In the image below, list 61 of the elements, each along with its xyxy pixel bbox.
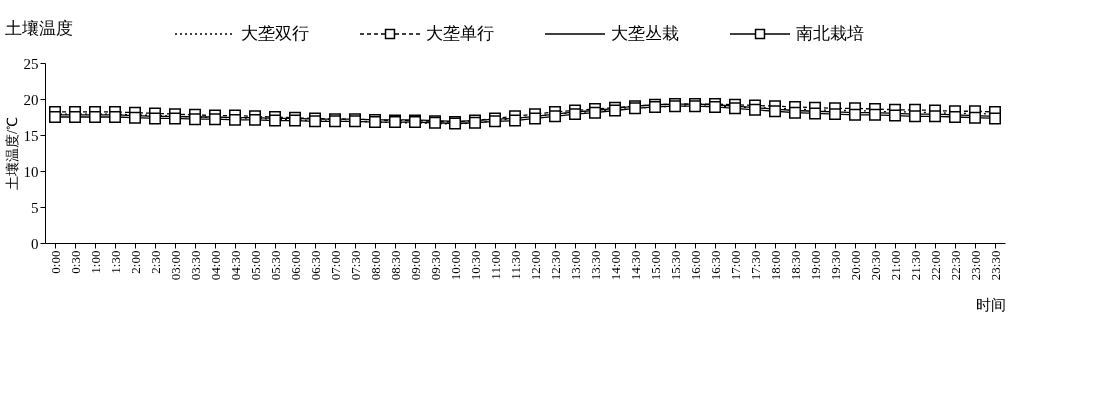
x-tick-label: 15:00 [647, 250, 663, 281]
x-tick-label: 05:00 [247, 250, 263, 281]
x-tick-label: 13:30 [587, 250, 603, 281]
x-tick-label: 17:00 [727, 250, 743, 281]
x-tick-label: 18:00 [767, 250, 783, 281]
x-tick-label: 06:00 [287, 250, 303, 281]
x-tick-label: 12:00 [527, 250, 543, 281]
x-tick-label: 06:30 [307, 250, 323, 281]
x-tick-label: 21:30 [907, 250, 923, 281]
x-tick-label: 10:30 [467, 250, 483, 281]
x-tick-label: 18:30 [787, 250, 803, 281]
x-tick-label: 05:30 [267, 250, 283, 281]
x-tick-label: 07:30 [347, 250, 363, 281]
x-tick-label: 03:00 [167, 250, 183, 281]
x-tick-label: 1:00 [87, 250, 103, 274]
x-tick-label: 22:30 [947, 250, 963, 281]
x-tick-label: 20:30 [867, 250, 883, 281]
x-tick-label: 17:30 [747, 250, 763, 281]
x-tick-label: 15:30 [667, 250, 683, 281]
y-tick-label: 15 [23, 127, 39, 144]
x-tick-label: 04:00 [207, 250, 223, 281]
x-tick-label: 13:00 [567, 250, 583, 281]
y-tick-label: 20 [23, 91, 39, 108]
x-tick-label: 2:00 [127, 250, 143, 274]
y-tick-label: 5 [31, 199, 39, 216]
x-tick-label: 2:30 [147, 250, 163, 274]
x-tick-label: 11:00 [487, 250, 503, 280]
x-tick-label: 21:00 [887, 250, 903, 281]
x-tick-label: 04:30 [227, 250, 243, 281]
y-tick-label: 0 [31, 235, 39, 252]
x-tick-label: 14:30 [627, 250, 643, 281]
x-tick-label: 10:00 [447, 250, 463, 281]
legend-label: 大垄丛栽 [611, 24, 679, 43]
x-tick-label: 14:00 [607, 250, 623, 281]
chart-title: 土壤温度 [5, 19, 73, 38]
x-tick-label: 16:00 [687, 250, 703, 281]
x-tick-label: 08:00 [367, 250, 383, 281]
x-tick-label: 09:00 [407, 250, 423, 281]
x-tick-label: 0:00 [47, 250, 63, 274]
legend-label: 南北栽培 [796, 24, 864, 43]
x-tick-label: 09:30 [427, 250, 443, 281]
x-tick-label: 20:00 [847, 250, 863, 281]
x-tick-label: 19:30 [827, 250, 843, 281]
x-tick-label: 12:30 [547, 250, 563, 281]
x-tick-label: 23:30 [987, 250, 1003, 281]
x-axis-title: 时间 [975, 297, 1006, 314]
legend-label: 大垄单行 [426, 24, 494, 43]
legend-label: 大垄双行 [241, 24, 309, 43]
x-tick-label: 08:30 [387, 250, 403, 281]
x-tick-label: 07:00 [327, 250, 343, 281]
x-tick-label: 22:00 [927, 250, 943, 281]
y-tick-label: 10 [23, 163, 39, 180]
x-tick-label: 03:30 [187, 250, 203, 281]
x-tick-label: 0:30 [67, 250, 83, 274]
x-tick-label: 1:30 [107, 250, 123, 274]
y-axis-title: 土壤温度/℃ [4, 117, 20, 190]
y-tick-label: 25 [23, 55, 39, 72]
x-tick-label: 16:30 [707, 250, 723, 281]
x-tick-label: 19:00 [807, 250, 823, 281]
x-tick-label: 11:30 [507, 250, 523, 280]
x-tick-label: 23:00 [967, 250, 983, 281]
